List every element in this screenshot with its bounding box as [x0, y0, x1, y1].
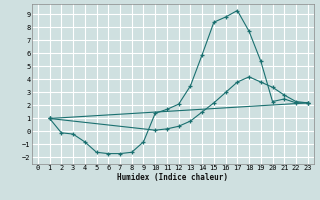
X-axis label: Humidex (Indice chaleur): Humidex (Indice chaleur) — [117, 173, 228, 182]
